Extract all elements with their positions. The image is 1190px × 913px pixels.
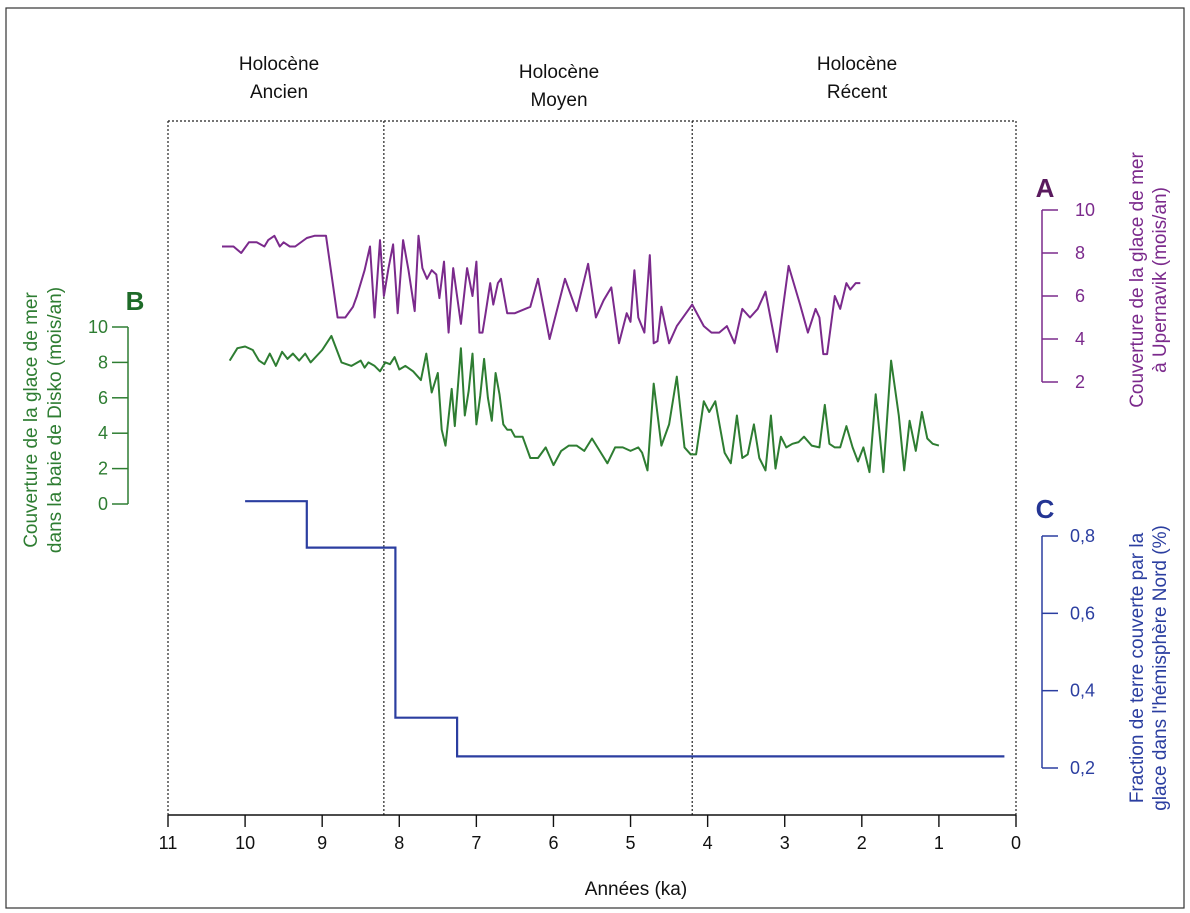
axis-c: 0,2 0,4 0,6 0,8 bbox=[1041, 526, 1095, 778]
x-tick-label-3: 3 bbox=[780, 833, 790, 853]
axis-b: 0 2 4 6 8 10 bbox=[88, 317, 129, 514]
x-tick-label-8: 8 bbox=[394, 833, 404, 853]
series-b-line bbox=[228, 334, 940, 474]
panel-letter-b: B bbox=[126, 286, 145, 316]
x-tick-label-2: 2 bbox=[857, 833, 867, 853]
panel-letter-c: C bbox=[1036, 494, 1055, 524]
axis-a: 2 4 6 8 10 bbox=[1041, 200, 1095, 392]
series-c-line bbox=[245, 500, 1005, 758]
x-axis: 11 10 9 8 7 6 5 4 3 2 1 0 bbox=[159, 814, 1021, 853]
axis-a-tick-label-0: 2 bbox=[1075, 372, 1085, 392]
axis-a-title-line1: Couverture de la glace de mer bbox=[1127, 152, 1148, 408]
period-label-moyen-line2: Moyen bbox=[530, 90, 587, 111]
axis-a-tick-label-1: 4 bbox=[1075, 329, 1085, 349]
axis-c-tick-label-2: 0,6 bbox=[1070, 603, 1095, 623]
x-axis-title: Années (ka) bbox=[585, 879, 687, 900]
x-tick-label-7: 7 bbox=[471, 833, 481, 853]
period-label-recent-line2: Récent bbox=[827, 82, 888, 103]
x-tick-label-6: 6 bbox=[548, 833, 558, 853]
panel-letter-a: A bbox=[1036, 173, 1055, 203]
x-tick-label-4: 4 bbox=[703, 833, 713, 853]
axis-b-tick-label-4: 8 bbox=[98, 352, 108, 372]
period-grid bbox=[167, 120, 1017, 815]
axis-a-title-line2: à Upernavik (mois/an) bbox=[1150, 187, 1171, 373]
series-a-line bbox=[222, 234, 861, 356]
axis-b-tick-label-1: 2 bbox=[98, 459, 108, 479]
period-label-ancien-line1: Holocène bbox=[239, 54, 319, 75]
axis-b-tick-label-2: 4 bbox=[98, 423, 108, 443]
period-label-moyen-line1: Holocène bbox=[519, 62, 599, 83]
axis-c-title-line2: glace dans l'hémisphère Nord (%) bbox=[1150, 525, 1171, 811]
x-tick-label-9: 9 bbox=[317, 833, 327, 853]
axis-a-tick-label-2: 6 bbox=[1075, 286, 1085, 306]
x-tick-label-5: 5 bbox=[626, 833, 636, 853]
period-label-ancien-line2: Ancien bbox=[250, 82, 308, 103]
axis-c-title-line1: Fraction de terre couverte par la bbox=[1127, 532, 1148, 803]
x-tick-label-10: 10 bbox=[235, 833, 255, 853]
x-tick-label-11: 11 bbox=[159, 833, 178, 853]
axis-b-title-line2: dans la baie de Disko (mois/an) bbox=[45, 287, 66, 553]
x-tick-label-0: 0 bbox=[1011, 833, 1021, 853]
axis-a-tick-label-4: 10 bbox=[1075, 200, 1095, 220]
axis-c-tick-label-1: 0,4 bbox=[1070, 681, 1095, 701]
axis-b-title-line1: Couverture de la glace de mer bbox=[21, 292, 42, 548]
axis-c-tick-label-3: 0,8 bbox=[1070, 526, 1095, 546]
axis-c-tick-label-0: 0,2 bbox=[1070, 758, 1095, 778]
axis-b-tick-label-5: 10 bbox=[88, 317, 108, 337]
period-label-recent-line1: Holocène bbox=[817, 54, 897, 75]
axis-b-tick-label-3: 6 bbox=[98, 388, 108, 408]
axis-b-tick-label-0: 0 bbox=[98, 494, 108, 514]
axis-a-tick-label-3: 8 bbox=[1075, 243, 1085, 263]
x-tick-label-1: 1 bbox=[934, 833, 944, 853]
figure-frame bbox=[5, 7, 1185, 909]
